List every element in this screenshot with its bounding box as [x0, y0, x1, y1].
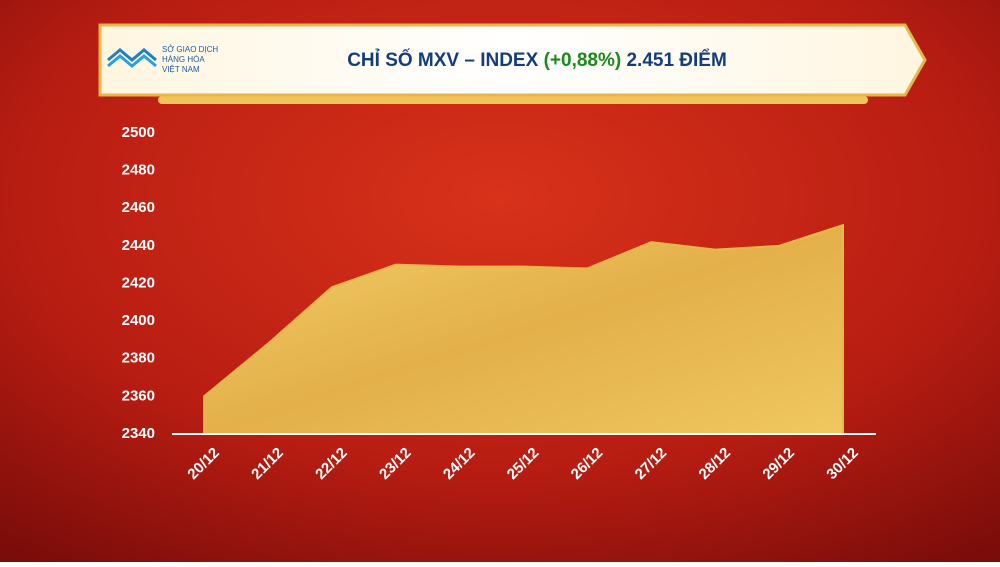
y-tick-label: 2380 [122, 350, 155, 367]
logo-mark [107, 48, 157, 68]
chart-title: CHỈ SỐ MXV – INDEX (+0,88%) 2.451 ĐIỂM [347, 49, 727, 71]
area [203, 223, 844, 435]
logo-text: SỞ GIAO DỊCH [162, 45, 218, 54]
y-tick-label: 2480 [122, 162, 155, 179]
banner-underline [158, 96, 868, 104]
y-tick-label: 2360 [122, 387, 155, 404]
logo-text: HÀNG HÓA [162, 55, 205, 64]
y-tick-label: 2500 [122, 124, 155, 141]
title-value: 2.451 ĐIỂM [626, 49, 726, 71]
y-tick-label: 2400 [122, 312, 155, 329]
title-change: (+0,88%) [544, 50, 622, 71]
y-tick-label: 2340 [122, 425, 155, 442]
y-tick-label: 2420 [122, 274, 155, 291]
logo-text: VIỆT NAM [162, 65, 200, 74]
header-banner [98, 23, 927, 97]
title-main: CHỈ SỐ MXV – INDEX [347, 49, 538, 71]
y-tick-label: 2440 [122, 237, 155, 254]
y-tick-label: 2460 [122, 199, 155, 216]
